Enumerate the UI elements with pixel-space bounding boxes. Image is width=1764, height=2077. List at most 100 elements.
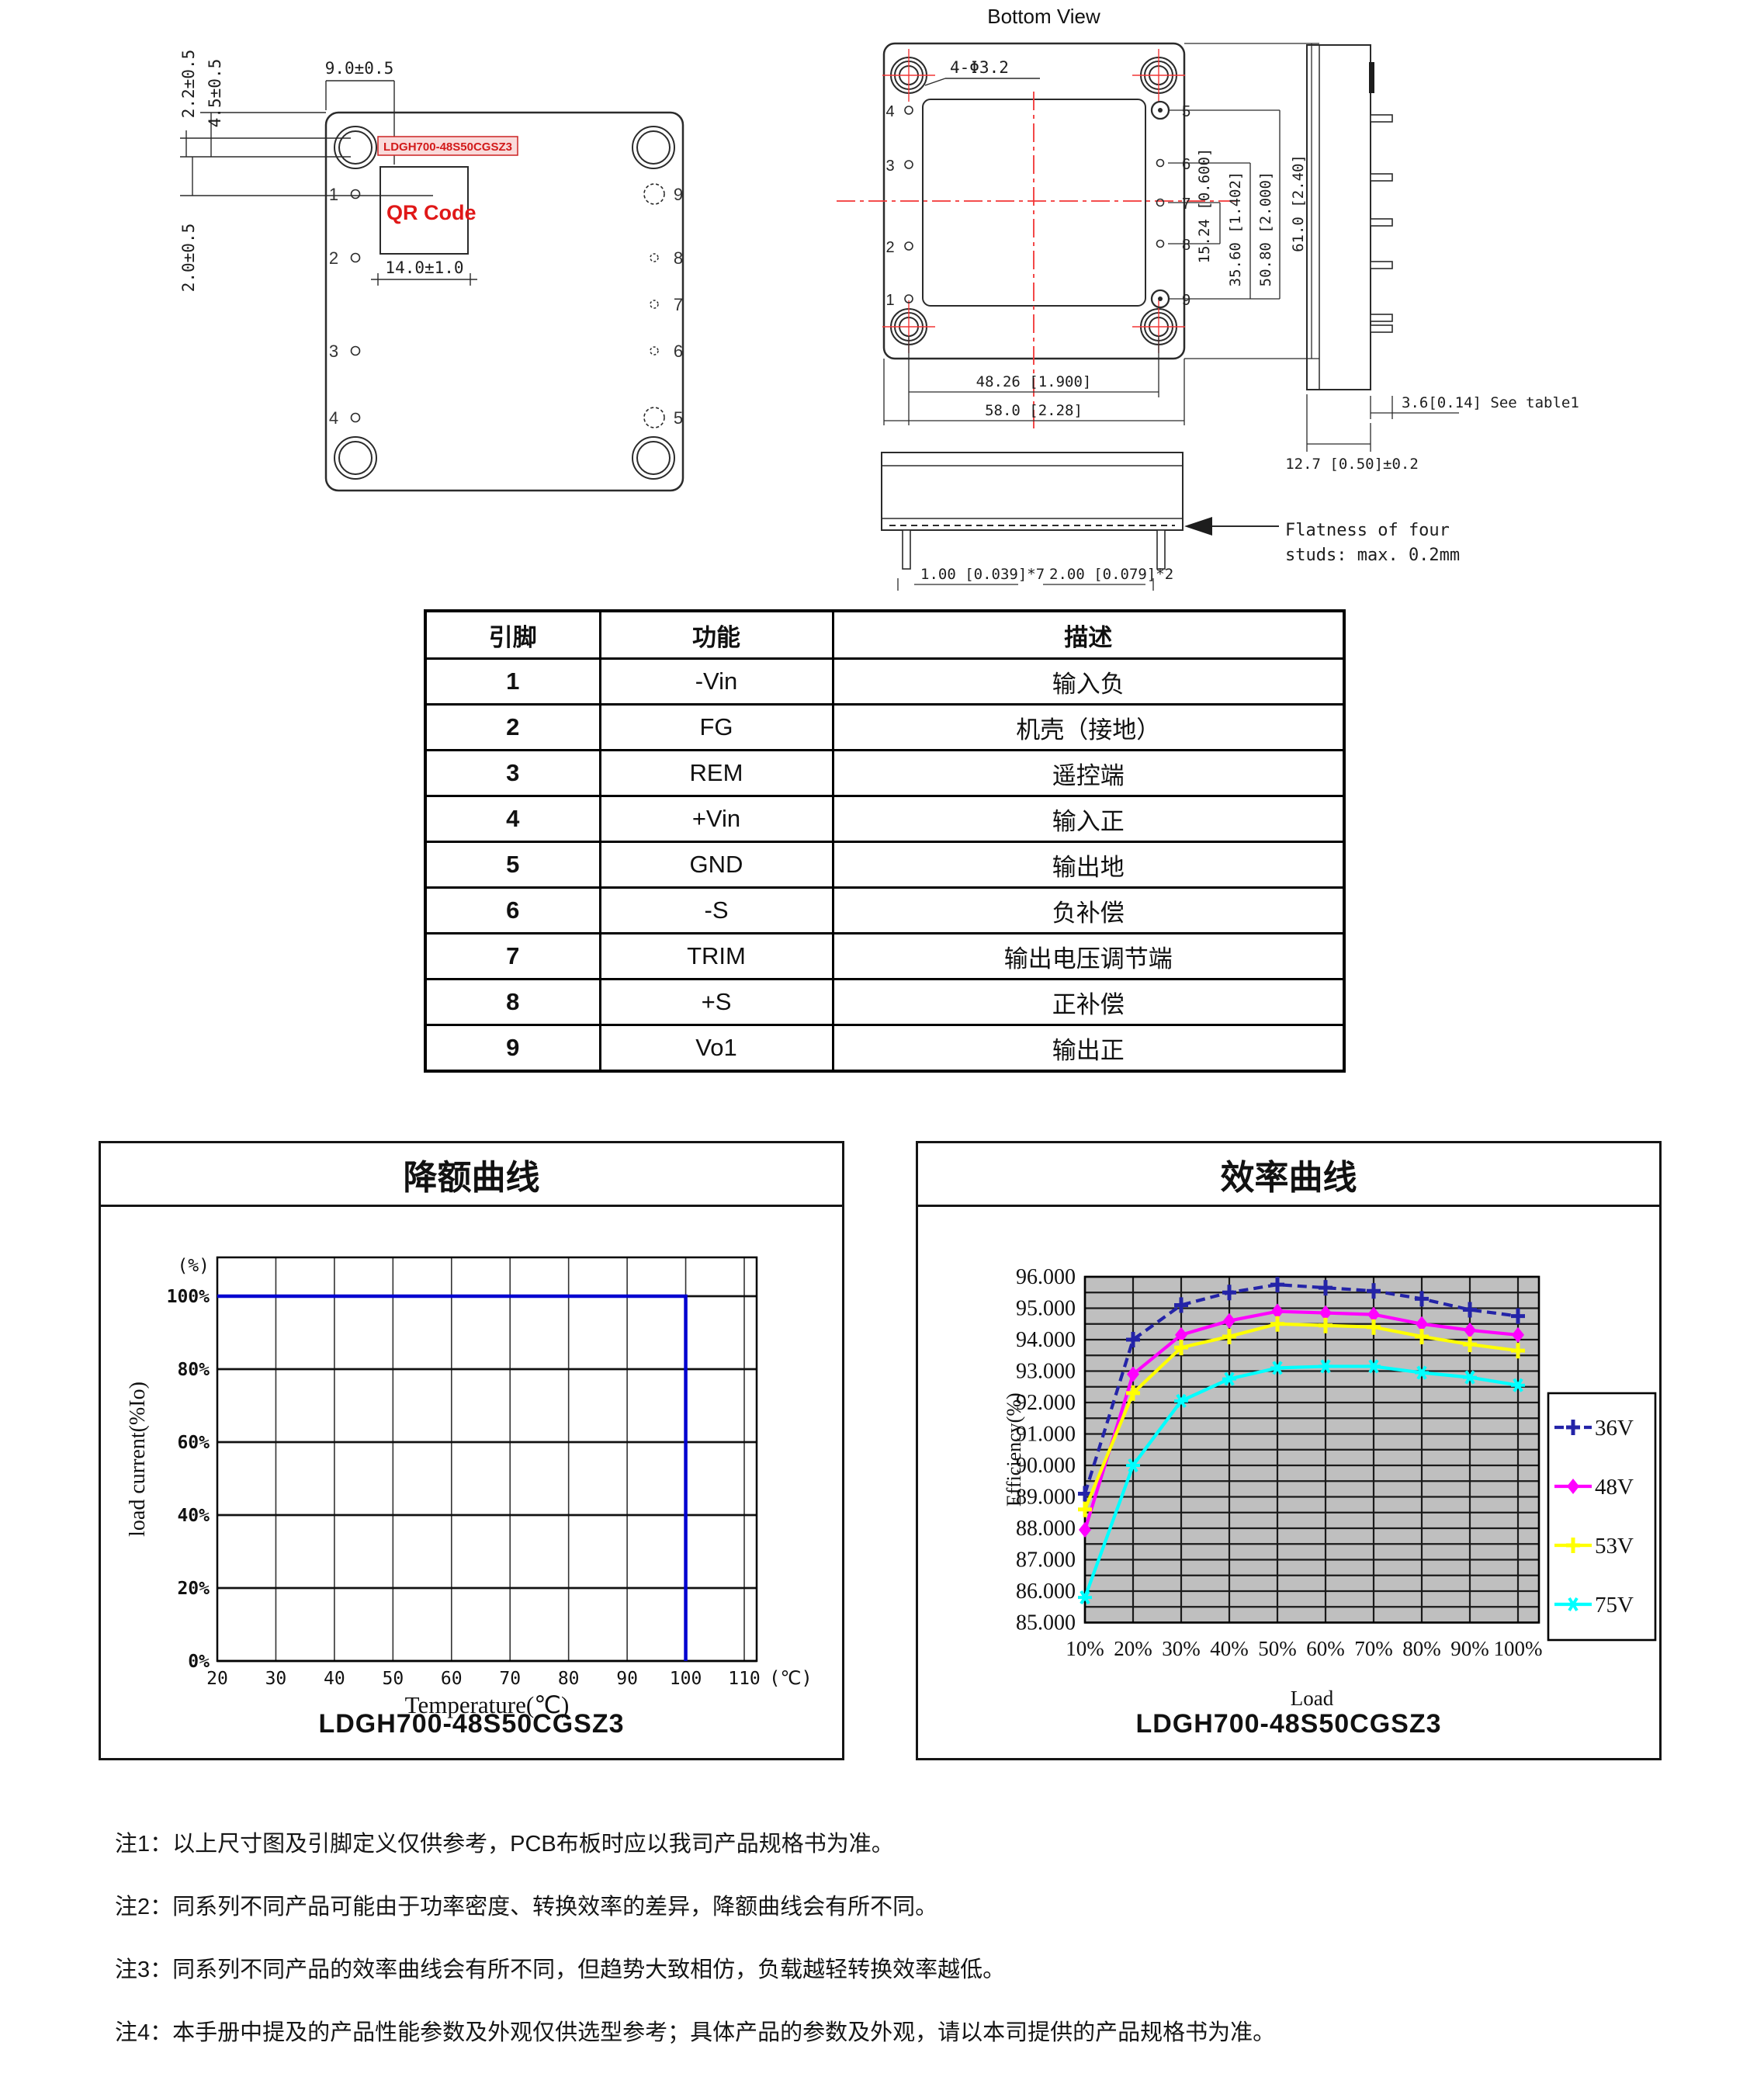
pin-label: 8 — [1182, 237, 1190, 254]
derating-chart-canvas: (%) 0% 20% 40% 60% 80% 100% 20 30 40 50 60 70 80 90 100… — [126, 1256, 813, 1718]
pin-label: 2 — [329, 248, 338, 268]
svg-text:70%: 70% — [1354, 1637, 1393, 1660]
dimension-label: 50.80 [2.000] — [1257, 172, 1274, 287]
cell-pin: 9 — [424, 1024, 601, 1073]
dimension-label: 4.5±0.5 — [206, 59, 224, 128]
dimension-label: 2.0±0.5 — [179, 224, 198, 293]
cell-description: 遥控端 — [831, 749, 1346, 797]
flatness-note: Flatness of four — [1285, 521, 1450, 540]
table-row: 7 TRIM 输出电压调节端 — [424, 932, 1346, 980]
svg-text:53V: 53V — [1595, 1534, 1634, 1559]
dimension-label: 14.0±1.0 — [385, 258, 463, 277]
svg-text:89.000: 89.000 — [1016, 1486, 1076, 1510]
cell-function: FG — [598, 703, 834, 751]
svg-text:20%: 20% — [177, 1579, 210, 1599]
table-row: 8 +S 正补偿 — [424, 978, 1346, 1026]
top-view-left-pins: 1 2 3 4 — [329, 185, 361, 428]
right-dimension-lines — [1168, 43, 1319, 359]
side-outline — [1306, 44, 1371, 390]
svg-text:93.000: 93.000 — [1016, 1360, 1076, 1384]
svg-text:80%: 80% — [1402, 1637, 1441, 1660]
front-view-drawing: 1.00 [0.039]*7 2.00 [0.079]*2 Flatness o… — [881, 452, 1460, 591]
part-number-highlight — [377, 136, 518, 156]
front-outline — [881, 452, 1184, 531]
cell-description: 正补偿 — [831, 978, 1346, 1026]
svg-text:91.000: 91.000 — [1016, 1423, 1076, 1447]
svg-text:80: 80 — [558, 1669, 580, 1689]
svg-text:60%: 60% — [177, 1433, 210, 1453]
svg-text:10%: 10% — [1066, 1637, 1104, 1660]
table-row: 6 -S 负补偿 — [424, 886, 1346, 934]
bottom-view-left-pins: 4 3 2 1 — [885, 103, 913, 309]
svg-text:20: 20 — [206, 1669, 228, 1689]
dimension-label: 15.24 [0.600] — [1196, 148, 1213, 264]
top-view-drawing: 9.0±0.5 2.2±0.5 4.5±0.5 2.0±0.5 LDGH700-… — [179, 50, 684, 492]
svg-text:Temperature(℃): Temperature(℃) — [405, 1691, 570, 1718]
cell-pin: 6 — [424, 886, 601, 934]
pin-label: 7 — [1182, 196, 1190, 213]
dimension-label: 48.26 [1.900] — [976, 373, 1092, 390]
cell-description: 负补偿 — [831, 886, 1346, 934]
svg-text:90.000: 90.000 — [1016, 1454, 1076, 1478]
derating-chart-title: 降额曲线 — [101, 1143, 842, 1207]
corner-mount-circles — [334, 126, 675, 480]
dimension-label: 58.0 [2.28] — [985, 402, 1083, 419]
svg-text:110: 110 — [728, 1669, 761, 1689]
dimension-label: 2.2±0.5 — [179, 50, 198, 119]
pin-label: 6 — [674, 342, 683, 361]
cell-description: 机壳（接地） — [831, 703, 1346, 751]
cell-function: -Vin — [598, 657, 834, 706]
cell-function: +S — [598, 978, 834, 1026]
table-row: 4 +Vin 输入正 — [424, 795, 1346, 843]
svg-text:96.000: 96.000 — [1016, 1265, 1076, 1289]
table-header-row: 引脚 功能 描述 — [424, 609, 1346, 660]
cell-function: TRIM — [598, 932, 834, 980]
dimension-label: 61.0 [2.40] — [1290, 154, 1307, 252]
dimension-label: 3.6[0.14] See table1 — [1402, 394, 1579, 411]
qr-dimension-lines — [371, 273, 477, 286]
table-row: 5 GND 输出地 — [424, 841, 1346, 889]
svg-text:40%: 40% — [177, 1506, 210, 1526]
bottom-view-right-pins: 5 6 7 8 9 — [1150, 100, 1190, 309]
front-studs — [902, 529, 1166, 570]
cell-function: Vo1 — [598, 1024, 834, 1073]
module-outline — [324, 111, 684, 492]
svg-text:88.000: 88.000 — [1016, 1517, 1076, 1541]
svg-text:Efficiency(%): Efficiency(%) — [1003, 1392, 1025, 1507]
svg-text:95.000: 95.000 — [1016, 1297, 1076, 1321]
hole-diameter-label: 4-Φ3.2 — [950, 58, 1009, 77]
bottom-view-drawing: Bottom View 4-Φ3.2 — [837, 5, 1319, 432]
side-view-drawing: 3.6[0.14] See table1 12.7 [0.50]±0.2 — [1285, 44, 1579, 473]
col-header-pin: 引脚 — [424, 609, 601, 660]
svg-text:(℃): (℃) — [769, 1667, 813, 1689]
svg-text:85.000: 85.000 — [1016, 1611, 1076, 1635]
part-number-label: LDGH700-48S50CGSZ3 — [383, 140, 512, 154]
cell-description: 输出正 — [831, 1024, 1346, 1073]
cell-pin: 1 — [424, 657, 601, 706]
svg-text:87.000: 87.000 — [1016, 1548, 1076, 1572]
pin-label: 8 — [674, 248, 683, 268]
centerlines — [837, 92, 1240, 432]
cell-pin: 3 — [424, 749, 601, 797]
svg-text:30: 30 — [265, 1669, 287, 1689]
cell-pin: 7 — [424, 932, 601, 980]
svg-text:0%: 0% — [188, 1652, 210, 1672]
table-row: 9 Vo1 输出正 — [424, 1024, 1346, 1073]
cell-description: 输入负 — [831, 657, 1346, 706]
pin-label: 4 — [329, 408, 338, 428]
table-row: 1 -Vin 输入负 — [424, 657, 1346, 706]
col-header-function: 功能 — [598, 609, 834, 660]
svg-text:load current(%Io): load current(%Io) — [126, 1382, 150, 1537]
cell-pin: 5 — [424, 841, 601, 889]
efficiency-curve-panel: 效率曲线 96.000 95.000 94.000 93.000 92.000 91.00… — [916, 1141, 1662, 1760]
cell-function: +Vin — [598, 795, 834, 843]
flatness-arrow — [1184, 517, 1212, 536]
top-view-right-pins: 9 8 7 6 5 — [643, 183, 683, 428]
svg-text:Load: Load — [1291, 1687, 1334, 1710]
pin-label: 3 — [329, 342, 338, 361]
note-line: 注1：以上尺寸图及引脚定义仅供参考，PCB布板时应以我司产品规格书为准。 — [115, 1832, 894, 1857]
svg-text:90: 90 — [616, 1669, 638, 1689]
note-line: 注3：同系列不同产品的效率曲线会有所不同，但趋势大致相仿，负载越轻转换效率越低。 — [115, 1957, 1006, 1982]
dimension-label: 9.0±0.5 — [325, 59, 394, 78]
derating-chart-caption: LDGH700-48S50CGSZ3 — [318, 1709, 625, 1739]
